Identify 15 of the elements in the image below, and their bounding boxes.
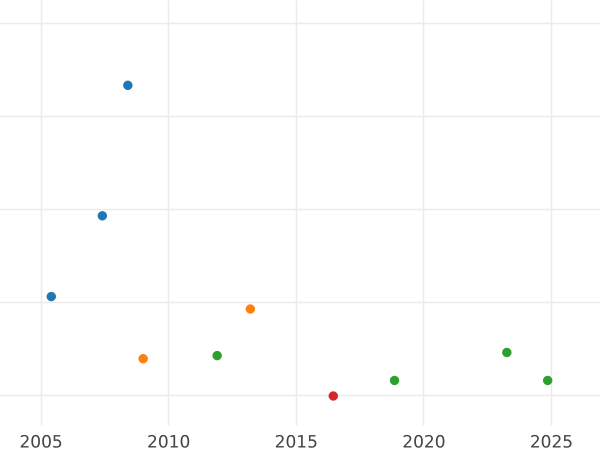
- point: [328, 391, 338, 401]
- x-tick-label: 2020: [402, 432, 446, 450]
- point: [98, 211, 108, 221]
- x-tick-label: 2010: [147, 432, 190, 450]
- x-tick-label: 2005: [19, 432, 63, 450]
- point: [390, 376, 400, 386]
- x-tick-label: 2025: [530, 432, 574, 450]
- x-tick-label: 2015: [274, 432, 318, 450]
- point: [502, 348, 512, 358]
- point: [542, 376, 552, 386]
- point: [212, 350, 222, 360]
- point: [123, 80, 133, 90]
- point: [246, 304, 256, 314]
- point: [138, 354, 148, 364]
- point: [46, 292, 56, 302]
